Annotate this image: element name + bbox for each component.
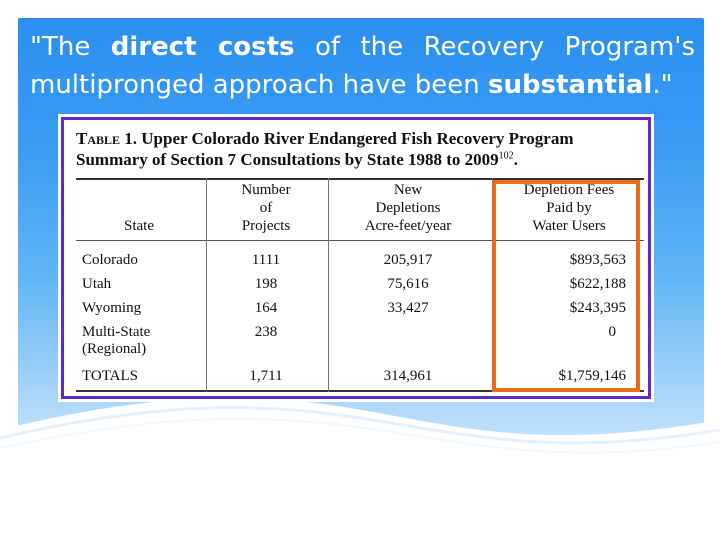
row-multistate-state-l2: (Regional): [82, 341, 147, 357]
fees-column-highlight: [492, 180, 640, 392]
title-part1: "The: [30, 32, 111, 62]
wave-decoration: [0, 398, 720, 540]
row-colorado-projects: 1111: [251, 252, 281, 268]
header-projects-l2: of: [259, 200, 273, 216]
header-depletions-l2: Depletions: [375, 200, 441, 216]
header-depletions-l3: Acre-feet/year: [364, 218, 452, 234]
header-projects-l3: Projects: [241, 218, 291, 234]
row-utah-fees: $622,188: [569, 276, 626, 292]
caption-end: .: [513, 150, 518, 169]
title-part2: of the Recovery Program's multipronged a…: [30, 32, 695, 100]
row-wyoming-depletions: 33,427: [387, 300, 429, 316]
slide-title: "The direct costs of the Recovery Progra…: [30, 28, 695, 104]
totals-depletions: 314,961: [383, 368, 433, 384]
row-multistate-projects: 238: [254, 324, 278, 340]
totals-fees: $1,759,146: [558, 368, 627, 384]
title-bold-substantial: substantial: [487, 70, 653, 100]
row-multistate-state: Multi-State: [82, 324, 151, 340]
col-divider-2: [328, 178, 329, 392]
title-bold-direct-costs: direct costs: [110, 32, 295, 62]
table-bottom-rule: [76, 390, 644, 392]
table-top-rule: [76, 178, 644, 180]
row-utah-depletions: 75,616: [387, 276, 429, 292]
title-part3: .": [652, 70, 673, 100]
caption-footnote: 102: [498, 150, 514, 162]
row-wyoming-fees: $243,395: [569, 300, 626, 316]
header-fees-l3: Water Users: [532, 218, 606, 234]
header-projects-l1: Number: [241, 182, 291, 198]
col-divider-1: [206, 178, 207, 392]
caption-line1: 1. Upper Colorado River Endangered Fish …: [120, 129, 574, 148]
header-fees-l2: Paid by: [546, 200, 592, 216]
totals-projects: 1,711: [249, 368, 283, 384]
row-utah-state: Utah: [82, 276, 112, 292]
caption-table-word: Table: [76, 129, 121, 148]
header-depletions-l1: New: [393, 182, 423, 198]
table-caption: Table 1. Upper Colorado River Endangered…: [76, 128, 636, 170]
row-colorado-fees: $893,563: [569, 252, 626, 268]
row-colorado-depletions: 205,917: [383, 252, 433, 268]
totals-label: TOTALS: [82, 368, 139, 384]
summary-table: State Number of Projects New Depletions …: [76, 178, 644, 392]
row-wyoming-projects: 164: [254, 300, 278, 316]
row-colorado-state: Colorado: [82, 252, 138, 268]
row-utah-projects: 198: [254, 276, 278, 292]
table-image-frame: Table 1. Upper Colorado River Endangered…: [58, 114, 654, 402]
row-wyoming-state: Wyoming: [82, 300, 142, 316]
header-rule: [76, 240, 644, 241]
header-state: State: [124, 218, 154, 234]
caption-line2: Summary of Section 7 Consultations by St…: [76, 150, 499, 169]
row-multistate-fees: 0: [608, 324, 617, 340]
header-fees-l1: Depletion Fees: [523, 182, 615, 198]
table-border: Table 1. Upper Colorado River Endangered…: [61, 117, 651, 399]
